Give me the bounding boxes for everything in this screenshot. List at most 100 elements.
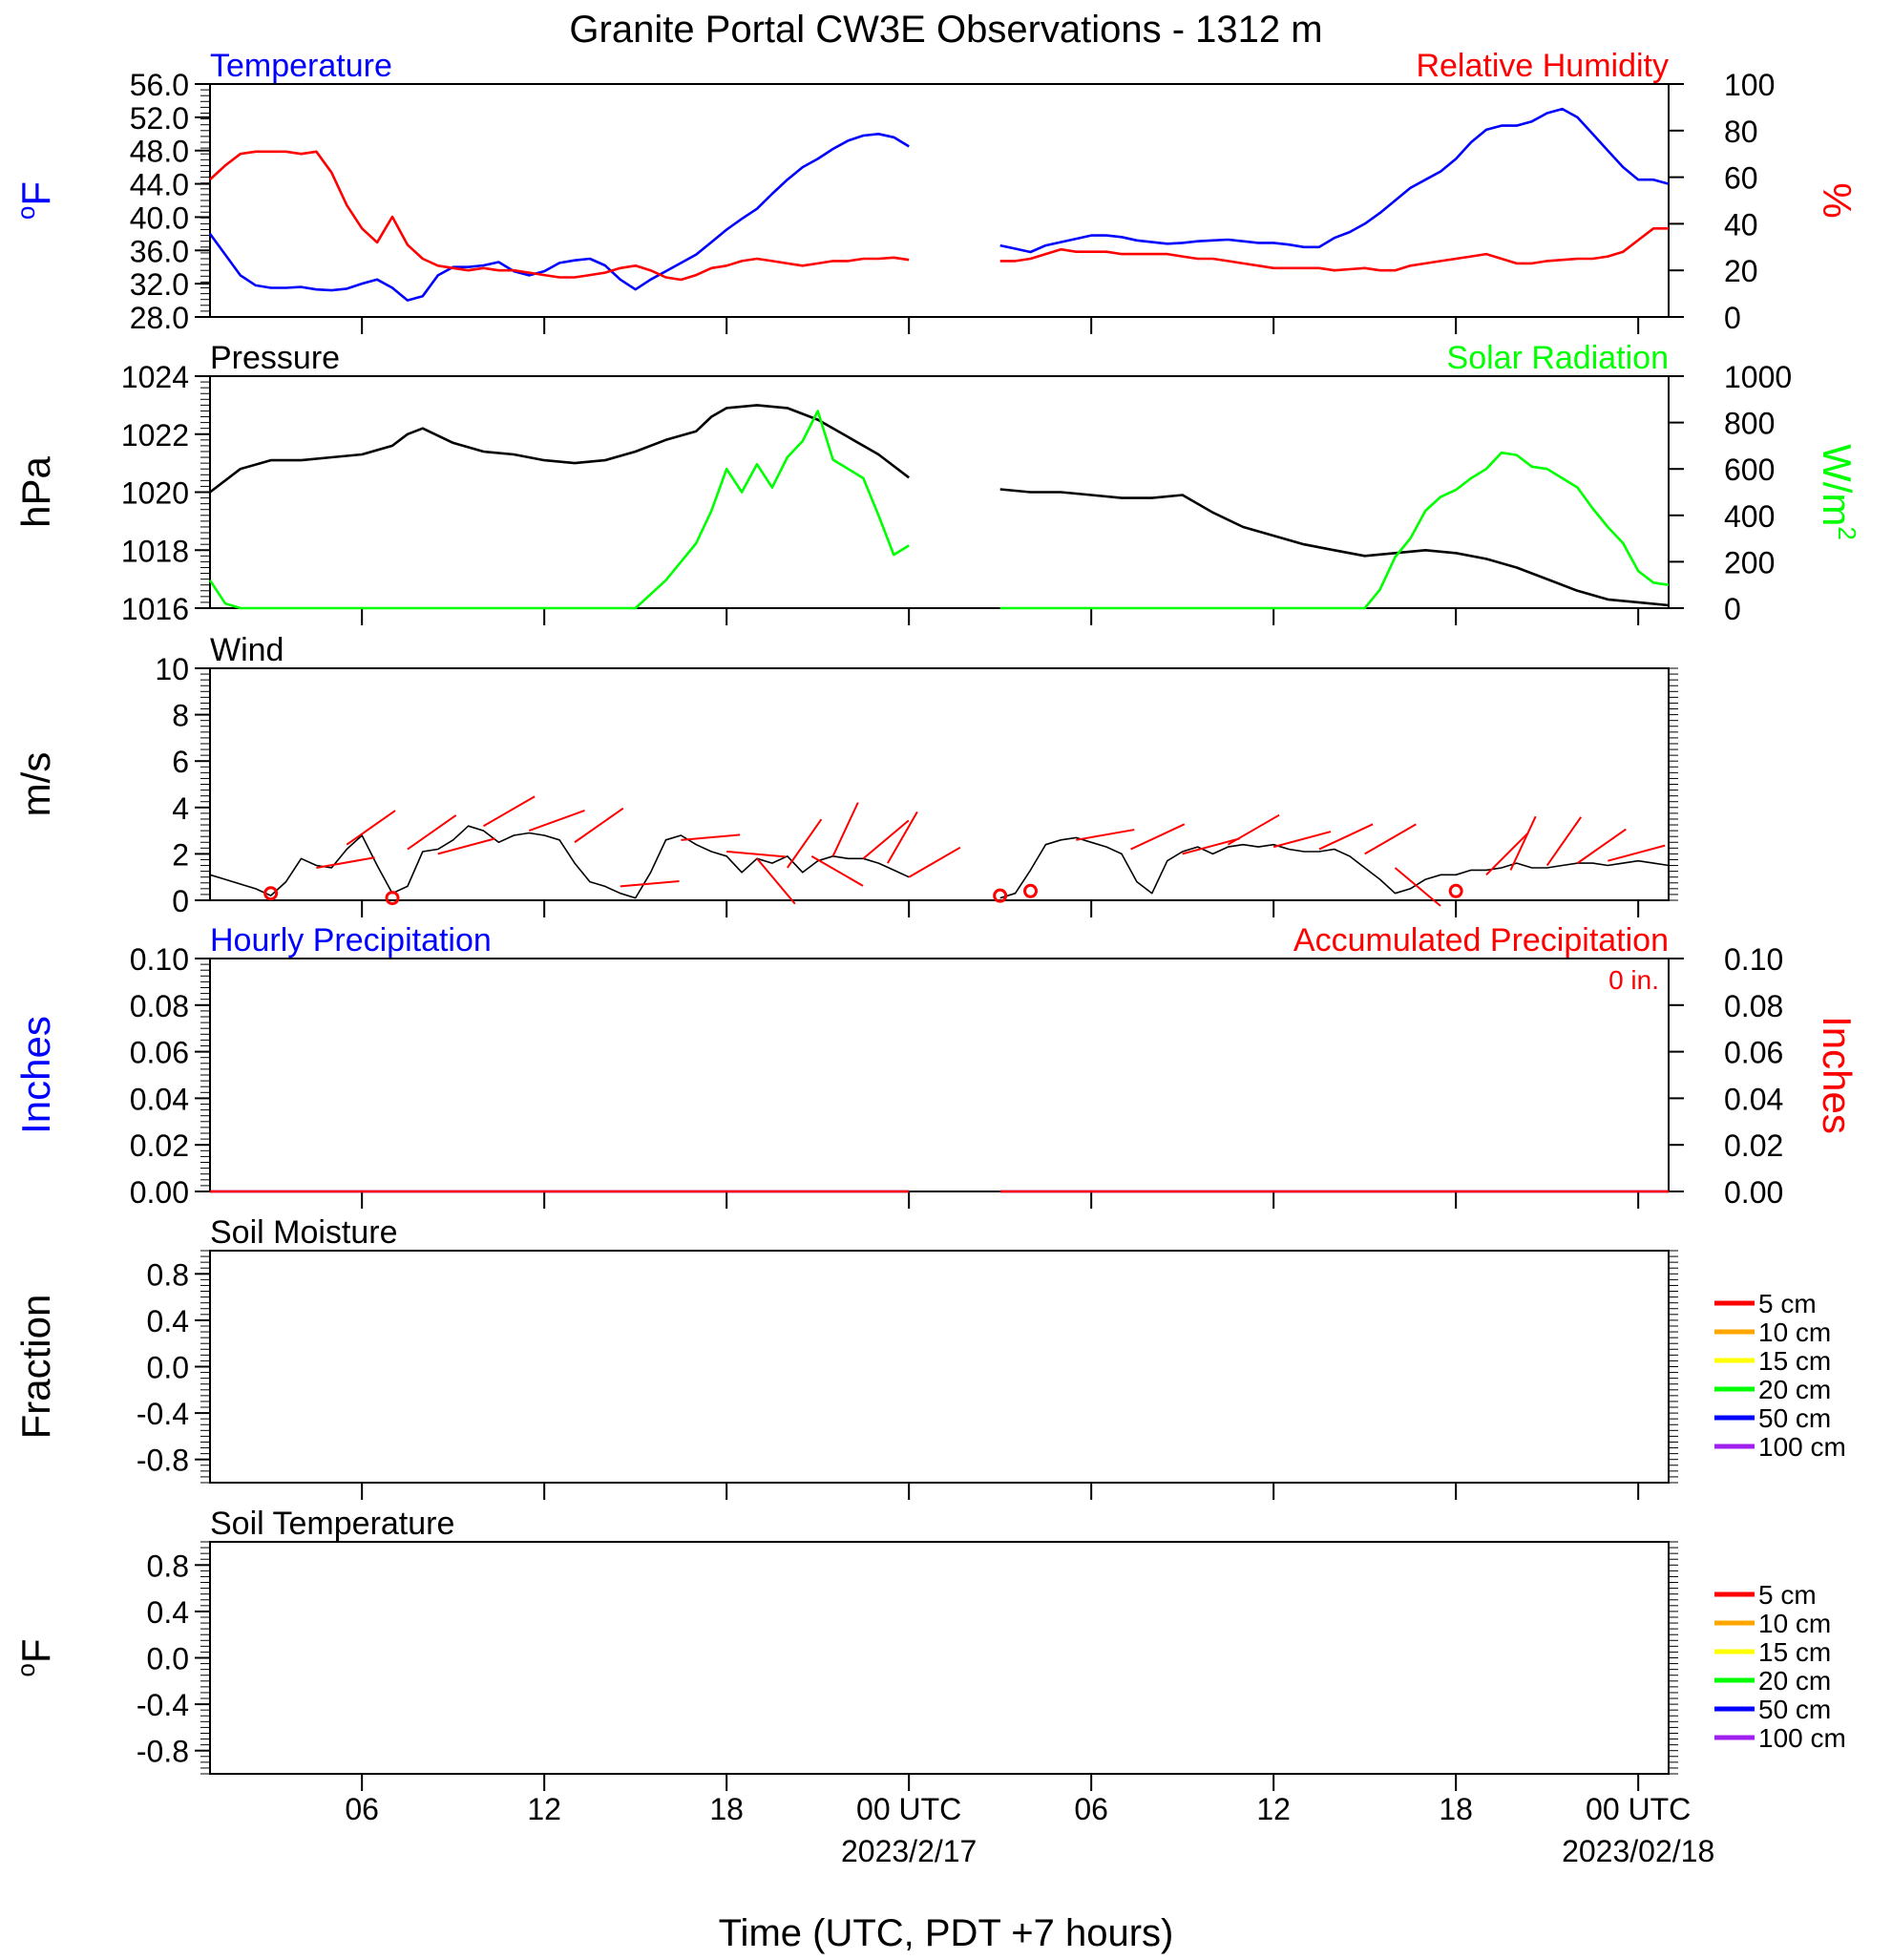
y-tick-label-right: 1000: [1724, 360, 1792, 394]
x-tick-label: 18: [709, 1792, 744, 1826]
x-tick-label: 00 UTC: [856, 1792, 961, 1826]
y-tick-label-right: 100: [1724, 68, 1775, 102]
wind-barb: [1364, 823, 1417, 855]
plot-frame: [209, 667, 1670, 901]
wind-barb: [887, 811, 918, 864]
degree-symbol: o: [11, 1663, 40, 1676]
wind-barb: [1394, 867, 1441, 907]
y-tick-label-right: 40: [1724, 207, 1758, 242]
y-axis-label-left: hPa: [13, 455, 58, 527]
y-tick-label-right: 400: [1724, 499, 1775, 534]
legend-label: 5 cm: [1758, 1580, 1817, 1610]
y-tick-label-left: 0: [172, 884, 189, 918]
y-tick-label-left: -0.4: [137, 1397, 189, 1431]
wind-barb: [831, 802, 859, 857]
wind-barb: [346, 810, 396, 846]
y-axis-label-left: oF: [11, 1638, 58, 1676]
wind-barb: [1509, 815, 1537, 871]
panel-title-left: Pressure: [210, 340, 340, 376]
wind-barb: [787, 818, 823, 869]
y-axis-label-right: %: [1815, 182, 1860, 218]
panel-wind: 10 8 6 4 2 0 Wind m/s: [13, 632, 1678, 918]
wind-wind-line-2: [999, 836, 1670, 899]
unit-letter: F: [13, 1638, 58, 1663]
wind-barb: [1076, 829, 1135, 841]
x-tick-label: 12: [527, 1792, 561, 1826]
wind-barb: [528, 809, 585, 832]
y-tick-label-right: 80: [1724, 115, 1758, 149]
x-axis-label: Time (UTC, PDT +7 hours): [719, 1912, 1174, 1954]
wind-barb: [1130, 823, 1186, 851]
legend-label: 50 cm: [1758, 1695, 1831, 1724]
wind-calm-circle: [993, 888, 1008, 903]
y-tick-label-left: 44.0: [130, 168, 189, 202]
wind-calm-circle: [263, 886, 279, 901]
wind-barb: [1318, 823, 1374, 851]
wind-barb: [681, 833, 741, 841]
wind-calm-circle: [1023, 883, 1038, 898]
temperature_humidity-temperature-line-1: [208, 133, 910, 302]
y-tick-label-right: 0.08: [1724, 989, 1783, 1023]
legend-label: 10 cm: [1758, 1317, 1831, 1347]
legend-label: 5 cm: [1758, 1289, 1817, 1318]
y-tick-label-left: 0.8: [147, 1257, 189, 1292]
panel-title-right: Accumulated Precipitation: [1293, 922, 1669, 959]
y-tick-label-left: 0.10: [130, 942, 189, 977]
degree-symbol: o: [11, 206, 40, 220]
plot-frame: [209, 958, 1670, 1192]
legend-label: 15 cm: [1758, 1346, 1831, 1376]
y-tick-label-right: 600: [1724, 453, 1775, 487]
panels: 56.052.048.044.040.036.032.028.010080604…: [11, 48, 1861, 1791]
figure-title: Granite Portal CW3E Observations - 1312 …: [569, 9, 1322, 51]
wind-barb: [908, 846, 961, 878]
temperature_humidity-relative-humidity-line-1: [209, 150, 910, 282]
plot-frame: [209, 1541, 1670, 1775]
y-tick-label-right: 200: [1724, 545, 1775, 580]
wind-barb: [862, 819, 910, 860]
accumulated-total-label: 0 in.: [1608, 965, 1659, 995]
y-tick-label-left: 10: [155, 652, 189, 686]
wind-barb: [1272, 831, 1332, 849]
x-tick-date-label: 2023/02/18: [1562, 1834, 1714, 1868]
y-tick-label-left: 0.4: [147, 1304, 189, 1338]
x-tick-date-label: 2023/2/17: [841, 1834, 977, 1868]
y-axis-label-left: m/s: [13, 752, 58, 817]
y-tick-label-left: 1024: [121, 360, 189, 394]
y-tick-label-left: 0.04: [130, 1082, 189, 1116]
unit-text: W/m: [1815, 444, 1860, 526]
pressure_solar-pressure-line-1: [209, 404, 910, 494]
y-tick-label-left: 56.0: [130, 68, 189, 102]
wind-barb: [810, 854, 864, 887]
y-tick-label-right: 800: [1724, 407, 1775, 441]
y-tick-label-right: 0.00: [1724, 1175, 1783, 1210]
legend-label: 50 cm: [1758, 1403, 1831, 1433]
y-tick-label-left: 6: [172, 745, 189, 779]
wind-barb: [1227, 813, 1280, 846]
y-tick-label-right: 0.02: [1724, 1128, 1783, 1163]
y-axis-label-left: Inches: [13, 1016, 58, 1134]
legend-label: 10 cm: [1758, 1609, 1831, 1638]
y-tick-label-right: 20: [1724, 254, 1758, 288]
x-tick-label: 12: [1256, 1792, 1291, 1826]
y-tick-label-left: 0.08: [130, 989, 189, 1023]
y-tick-label-left: 1022: [121, 418, 189, 453]
panel-title-right: Solar Radiation: [1447, 340, 1669, 376]
y-tick-label-left: 40.0: [130, 200, 189, 235]
y-tick-label-left: 1018: [121, 534, 189, 568]
y-tick-label-right: 0.06: [1724, 1036, 1783, 1070]
legend-label: 20 cm: [1758, 1666, 1831, 1696]
y-tick-label-left: 0.06: [130, 1036, 189, 1070]
wind-barb: [1545, 816, 1583, 867]
x-tick-label: 06: [345, 1792, 379, 1826]
panel-temperature_humidity: 56.052.048.044.040.036.032.028.0 100 80 60 4…: [11, 48, 1860, 335]
y-tick-label-right: 60: [1724, 161, 1758, 196]
pressure_solar-solar-radiation-line-2: [999, 451, 1670, 610]
y-tick-label-left: 28.0: [130, 301, 189, 335]
y-axis-label-left: Fraction: [13, 1295, 58, 1440]
y-tick-label-left: 2: [172, 837, 189, 872]
legend-label: 100 cm: [1758, 1723, 1846, 1753]
y-tick-label-left: 0.0: [147, 1351, 189, 1385]
panel-title-left: Soil Moisture: [210, 1214, 398, 1251]
